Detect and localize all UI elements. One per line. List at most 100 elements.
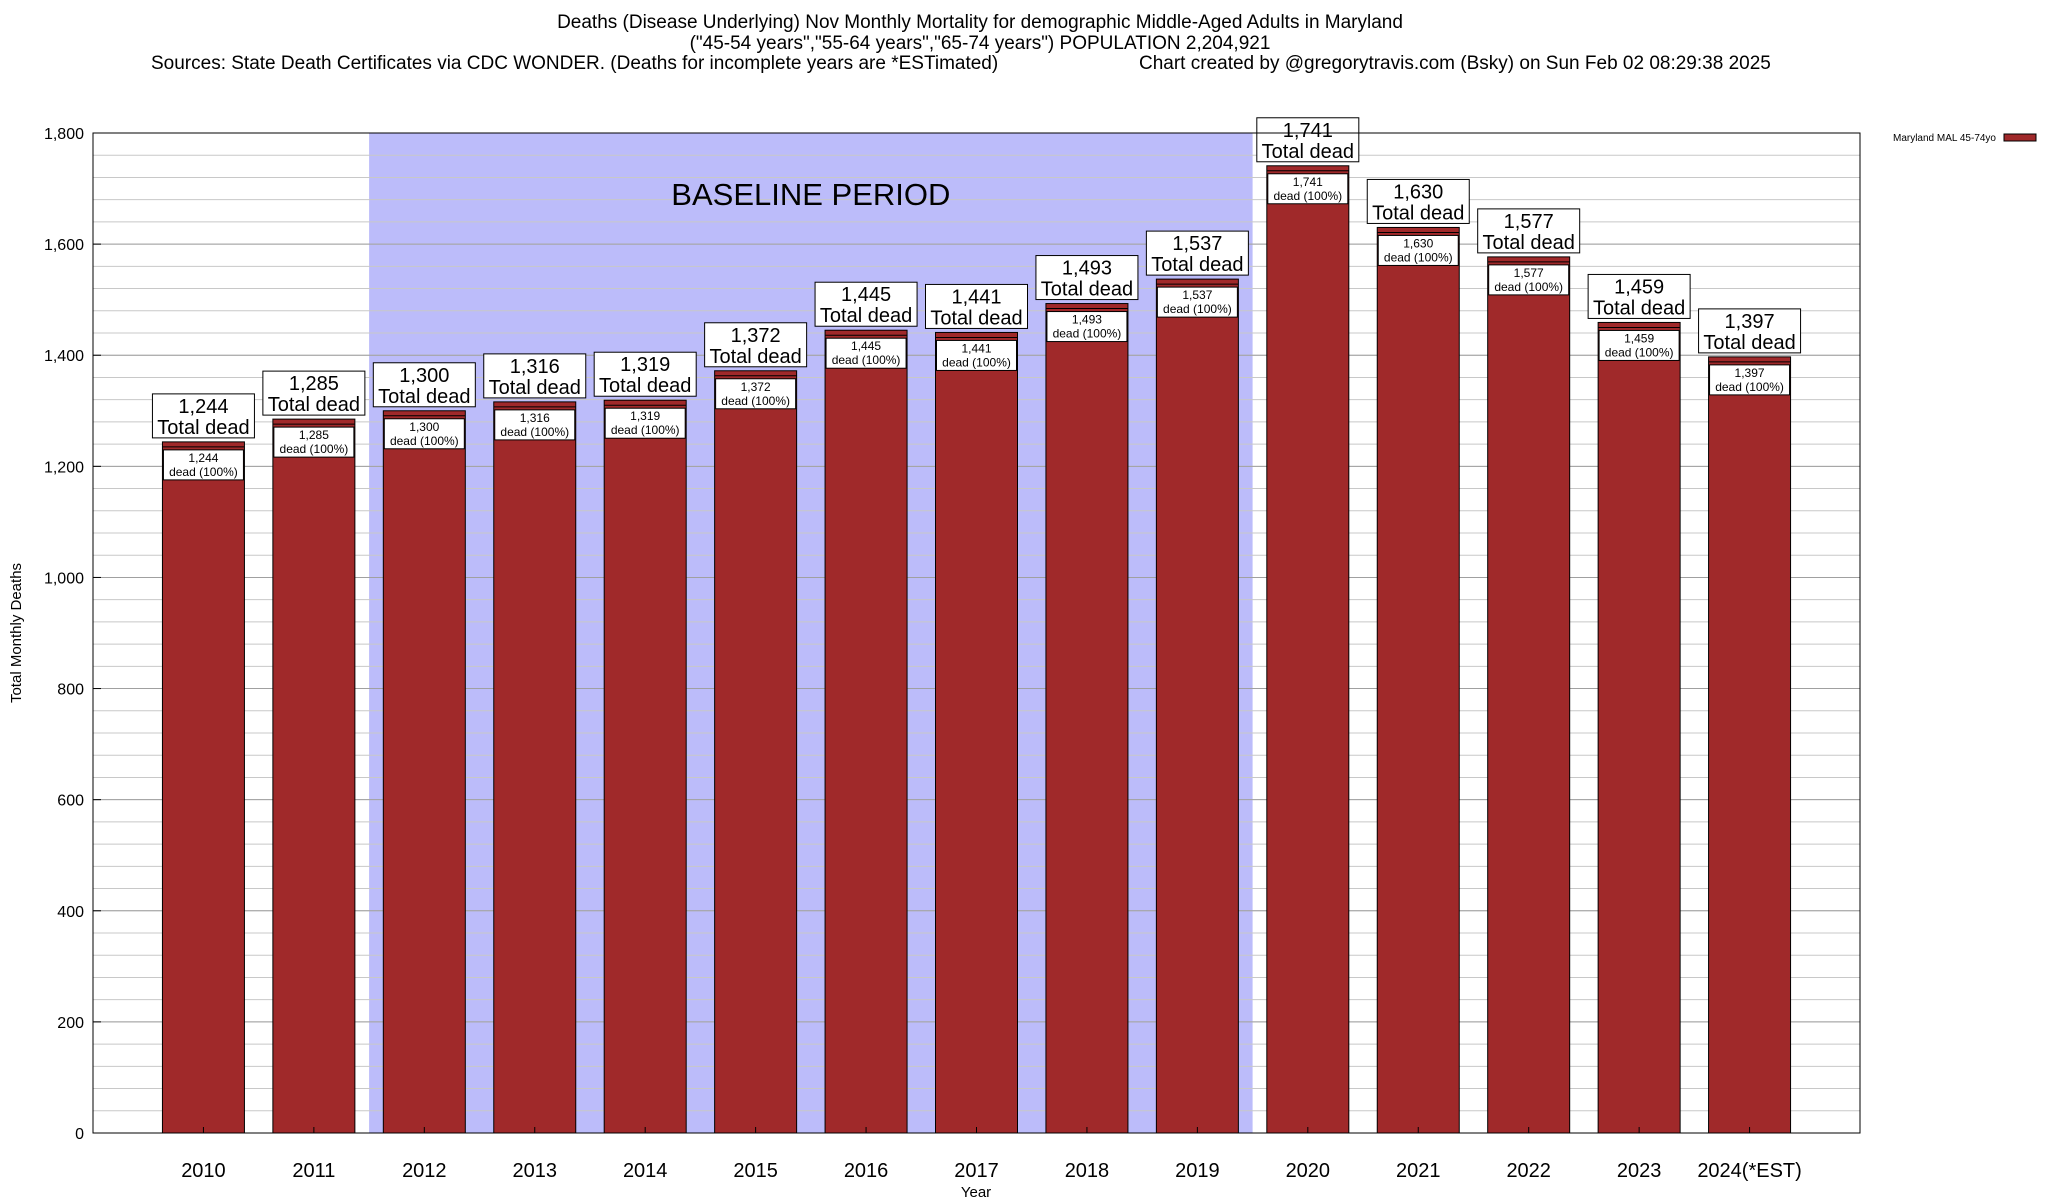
inner-label-box: [1598, 329, 1680, 361]
total-suffix-label: Total dead: [1041, 279, 1133, 301]
x-tick-label: 2020: [1286, 1160, 1331, 1182]
chart-sources: Sources: State Death Certificates via CD…: [151, 53, 999, 74]
total-value-label: 1,459: [1614, 276, 1664, 298]
x-tick-label: 2016: [844, 1160, 889, 1182]
x-axis-label: Year: [961, 1184, 991, 1200]
inner-label-box: [715, 378, 797, 410]
y-tick-label: 1,200: [44, 459, 84, 476]
inner-percent-label: dead (100%): [390, 434, 459, 448]
total-value-label: 1,741: [1283, 120, 1333, 142]
x-tick-label: 2015: [733, 1160, 778, 1182]
inner-percent-label: dead (100%): [1273, 189, 1342, 203]
inner-label-box: [604, 407, 686, 439]
total-label-box: [151, 393, 255, 439]
x-tick-label: 2017: [954, 1160, 999, 1182]
bar: [824, 329, 908, 1134]
total-label-box: [483, 353, 587, 399]
total-value-label: 1,630: [1393, 181, 1443, 203]
bar: [714, 370, 798, 1134]
y-tick-label: 600: [57, 793, 84, 810]
x-tick-label: 2012: [402, 1160, 447, 1182]
bar: [1376, 226, 1460, 1134]
x-tick-label: 2024(*EST): [1697, 1160, 1802, 1182]
total-suffix-label: Total dead: [820, 305, 912, 327]
total-suffix-label: Total dead: [1151, 254, 1243, 276]
inner-label-box: [1046, 311, 1128, 343]
total-suffix-label: Total dead: [489, 377, 581, 399]
inner-percent-label: dead (100%): [1053, 327, 1122, 341]
bar: [1155, 278, 1239, 1134]
total-label-box: [1587, 273, 1691, 319]
total-label-box: [1477, 208, 1581, 254]
total-suffix-label: Total dead: [268, 394, 360, 416]
inner-value-label: 1,493: [1072, 313, 1102, 327]
baseline-label: BASELINE PERIOD: [671, 177, 950, 212]
total-label-box: [1145, 230, 1249, 276]
bar: [1266, 165, 1350, 1134]
total-suffix-label: Total dead: [709, 346, 801, 368]
inner-percent-label: dead (100%): [1605, 345, 1674, 359]
inner-value-label: 1,441: [961, 341, 991, 355]
x-tick-label: 2018: [1065, 1160, 1110, 1182]
y-tick-label: 400: [57, 904, 84, 921]
chart-title-block: Deaths (Disease Underlying) Nov Monthly …: [0, 12, 1960, 54]
inner-percent-label: dead (100%): [1494, 280, 1563, 294]
bar: [1045, 303, 1129, 1134]
total-label-box: [814, 281, 918, 327]
inner-label-box: [273, 426, 355, 458]
inner-label-box: [1156, 286, 1238, 318]
bar: [493, 401, 577, 1134]
inner-label-box: [494, 409, 576, 441]
y-tick-label: 1,600: [44, 237, 84, 254]
total-suffix-label: Total dead: [1372, 202, 1464, 224]
x-tick-label: 2022: [1506, 1160, 1551, 1182]
x-tick-label: 2023: [1617, 1160, 1662, 1182]
bar: [382, 410, 466, 1134]
y-tick-label: 800: [57, 682, 84, 699]
inner-value-label: 1,285: [299, 428, 329, 442]
inner-percent-label: dead (100%): [832, 353, 901, 367]
y-tick-label: 1,400: [44, 348, 84, 365]
inner-percent-label: dead (100%): [500, 425, 569, 439]
legend-swatch: [2003, 133, 2037, 142]
x-tick-label: 2010: [181, 1160, 226, 1182]
y-axis-label: Total Monthly Deaths: [8, 563, 25, 703]
inner-value-label: 1,300: [409, 420, 439, 434]
inner-label-box: [383, 418, 465, 450]
total-value-label: 1,300: [399, 365, 449, 387]
bar: [1708, 356, 1792, 1134]
inner-value-label: 1,319: [630, 409, 660, 423]
x-tick-label: 2019: [1175, 1160, 1220, 1182]
inner-percent-label: dead (100%): [280, 442, 349, 456]
inner-value-label: 1,459: [1624, 331, 1654, 345]
inner-value-label: 1,537: [1182, 288, 1212, 302]
total-label-box: [593, 351, 697, 397]
inner-value-label: 1,741: [1293, 175, 1323, 189]
chart-title: Deaths (Disease Underlying) Nov Monthly …: [557, 12, 1403, 33]
total-value-label: 1,372: [731, 325, 781, 347]
inner-label-box: [825, 337, 907, 369]
inner-label-box: [162, 449, 244, 481]
inner-label-box: [1267, 173, 1349, 205]
total-value-label: 1,285: [289, 373, 339, 395]
total-value-label: 1,577: [1504, 211, 1554, 233]
total-label-box: [1698, 308, 1802, 354]
x-tick-label: 2021: [1396, 1160, 1441, 1182]
total-suffix-label: Total dead: [378, 386, 470, 408]
x-tick-label: 2013: [513, 1160, 558, 1182]
x-tick-label: 2011: [292, 1160, 335, 1182]
inner-value-label: 1,316: [520, 411, 550, 425]
total-label-box: [1366, 178, 1470, 224]
total-suffix-label: Total dead: [1262, 141, 1354, 163]
total-value-label: 1,319: [620, 354, 670, 376]
y-tick-label: 0: [75, 1126, 84, 1143]
total-suffix-label: Total dead: [157, 417, 249, 439]
inner-value-label: 1,244: [188, 451, 218, 465]
total-value-label: 1,316: [510, 356, 560, 378]
y-tick-label: 200: [57, 1015, 84, 1032]
total-value-label: 1,493: [1062, 258, 1112, 280]
inner-value-label: 1,630: [1403, 236, 1433, 250]
y-tick-label: 1,800: [44, 126, 84, 143]
bar: [161, 441, 245, 1134]
